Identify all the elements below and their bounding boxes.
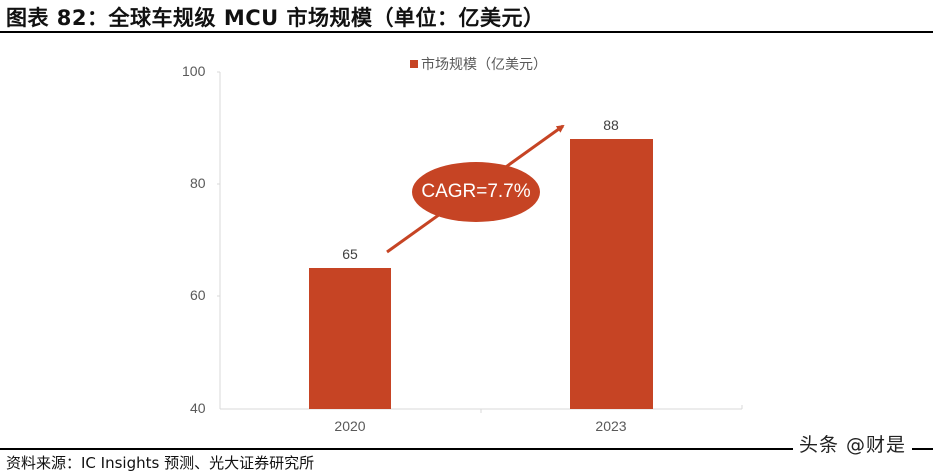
cagr-annotation: CAGR=7.7% <box>412 162 540 222</box>
y-tick-60: 60 <box>190 287 206 303</box>
legend-swatch <box>410 60 418 68</box>
legend: 市场规模（亿美元） <box>410 54 547 74</box>
y-tick-100: 100 <box>182 63 206 79</box>
bar-value-2020: 65 <box>342 246 358 262</box>
figure-title: 图表 82：全球车规级 MCU 市场规模（单位：亿美元） <box>6 6 545 30</box>
bar-value-2023: 88 <box>603 117 619 133</box>
source-divider <box>0 448 933 450</box>
x-tick-2020: 2020 <box>334 418 366 434</box>
source-note: 资料来源：IC Insights 预测、光大证券研究所 <box>6 454 315 472</box>
watermark: 头条 @财是 <box>793 430 913 457</box>
x-tick-2023: 2023 <box>595 418 627 434</box>
legend-label: 市场规模（亿美元） <box>421 57 547 73</box>
bar-2023 <box>570 139 653 409</box>
bar-2020 <box>309 268 391 409</box>
y-tick-80: 80 <box>190 175 206 191</box>
y-tick-40: 40 <box>190 400 206 416</box>
title-divider <box>0 31 933 33</box>
cagr-text: CAGR=7.7% <box>421 181 531 202</box>
